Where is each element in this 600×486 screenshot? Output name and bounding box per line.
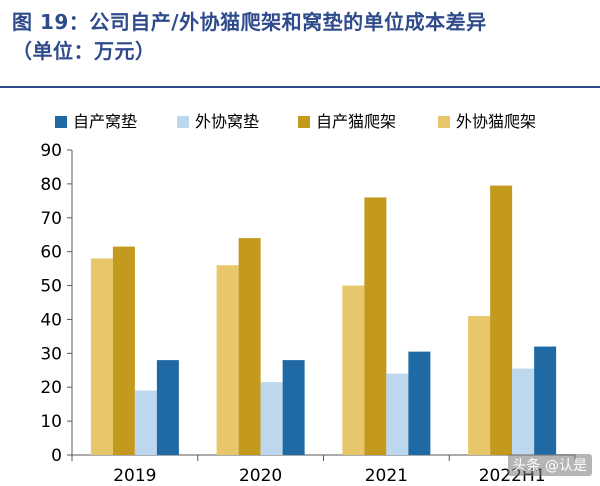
y-tick-label: 70 (40, 209, 62, 229)
bar-外协窝垫-2022H1 (512, 368, 535, 455)
bar-自产窝垫-2021 (408, 351, 431, 455)
chart-title: 图 19：公司自产/外协猫爬架和窝垫的单位成本差异 （单位：万元） (12, 8, 592, 66)
legend-swatch (55, 116, 67, 128)
legend-swatch (298, 116, 310, 128)
bar-外协窝垫-2020 (260, 382, 283, 455)
bar-外协猫爬架-2022H1 (468, 316, 491, 455)
bar-自产猫爬架-2020 (238, 238, 261, 455)
legend-label: 自产猫爬架 (316, 112, 396, 131)
y-tick-label: 80 (40, 175, 62, 195)
y-tick-label: 50 (40, 277, 62, 297)
bar-自产猫爬架-2021 (364, 197, 387, 455)
y-tick-label: 90 (40, 141, 62, 161)
legend-swatch (438, 116, 450, 128)
bar-自产猫爬架-2019 (112, 246, 135, 455)
bar-外协窝垫-2019 (134, 390, 157, 455)
legend-label: 外协猫爬架 (456, 112, 536, 131)
legend-label: 外协窝垫 (195, 112, 259, 131)
bar-外协猫爬架-2020 (216, 265, 239, 455)
y-tick-label: 0 (51, 446, 62, 466)
x-tick-label: 2020 (239, 466, 282, 486)
title-separator (0, 86, 600, 88)
title-line-2: （单位：万元） (12, 39, 156, 63)
y-tick-label: 10 (40, 412, 62, 432)
watermark: 头条 @认是 (507, 454, 592, 476)
x-tick-label: 2021 (365, 466, 408, 486)
bar-外协猫爬架-2021 (342, 285, 365, 455)
bar-自产窝垫-2020 (282, 360, 305, 455)
bar-外协窝垫-2021 (386, 373, 409, 455)
y-tick-label: 30 (40, 344, 62, 364)
x-tick-label: 2019 (113, 466, 156, 486)
bar-自产窝垫-2019 (156, 360, 179, 455)
y-tick-label: 20 (40, 378, 62, 398)
legend-label: 自产窝垫 (73, 112, 137, 131)
legend-swatch (177, 116, 189, 128)
bar-外协猫爬架-2019 (90, 258, 113, 455)
title-line-1: 图 19：公司自产/外协猫爬架和窝垫的单位成本差异 (12, 10, 487, 34)
y-tick-label: 40 (40, 310, 62, 330)
y-tick-label: 60 (40, 243, 62, 263)
bar-自产窝垫-2022H1 (534, 346, 557, 455)
bar-自产猫爬架-2022H1 (490, 185, 513, 456)
